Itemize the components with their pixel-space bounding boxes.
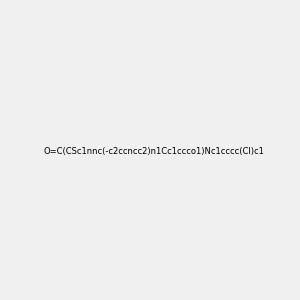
Text: O=C(CSc1nnc(-c2ccncc2)n1Cc1ccco1)Nc1cccc(Cl)c1: O=C(CSc1nnc(-c2ccncc2)n1Cc1ccco1)Nc1cccc… — [43, 147, 264, 156]
